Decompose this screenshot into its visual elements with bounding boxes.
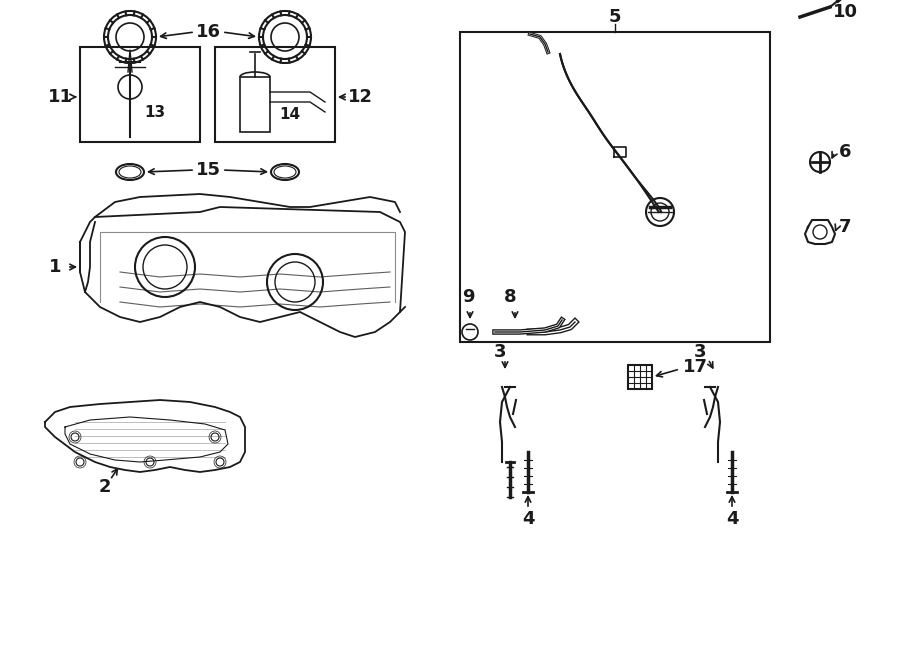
Text: 3: 3 <box>694 343 706 361</box>
Text: 13: 13 <box>144 105 166 120</box>
Text: 10: 10 <box>832 3 858 21</box>
Text: 3: 3 <box>494 343 507 361</box>
Text: 6: 6 <box>839 143 851 161</box>
Text: 14: 14 <box>279 107 301 122</box>
Text: 2: 2 <box>99 478 112 496</box>
Text: 4: 4 <box>522 510 535 528</box>
Bar <box>460 32 770 342</box>
Text: 7: 7 <box>839 218 851 236</box>
Text: 11: 11 <box>48 88 73 106</box>
Bar <box>240 77 270 132</box>
Text: 16: 16 <box>195 23 220 41</box>
Text: 8: 8 <box>504 288 517 306</box>
Text: 9: 9 <box>462 288 474 306</box>
Bar <box>215 47 335 142</box>
Bar <box>80 47 200 142</box>
Text: 15: 15 <box>195 161 220 179</box>
Bar <box>628 365 652 389</box>
Text: 4: 4 <box>725 510 738 528</box>
Text: 1: 1 <box>49 258 61 276</box>
Text: 12: 12 <box>347 88 373 106</box>
Text: 5: 5 <box>608 8 621 26</box>
Text: 17: 17 <box>682 358 707 376</box>
